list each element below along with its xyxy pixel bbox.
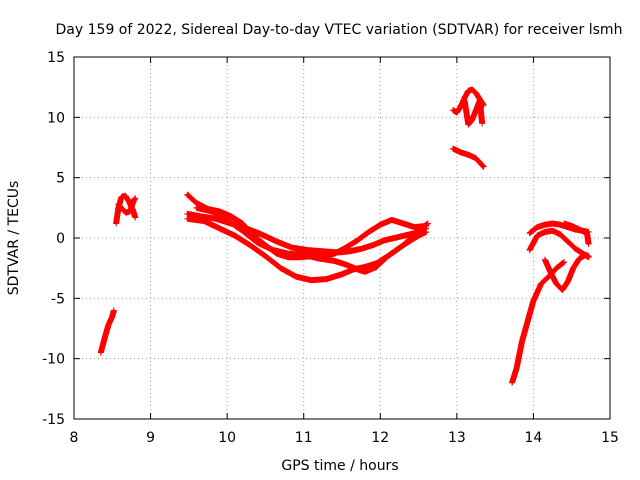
y-tick-label: -5 [51, 291, 65, 307]
x-tick-label: 9 [146, 430, 155, 446]
y-tick-label: 10 [47, 110, 65, 126]
series-markers [115, 195, 139, 216]
series-trace-k [509, 259, 568, 386]
series-markers [450, 145, 487, 170]
x-tick-label: 8 [70, 430, 79, 446]
series-trace-i [461, 97, 486, 128]
data-series [97, 86, 592, 386]
x-tick-label: 11 [295, 430, 313, 446]
y-axis-label: SDTVAR / TECUs [6, 181, 22, 296]
series-trace-c [115, 195, 139, 216]
plot-frame [73, 56, 611, 420]
series-markers [193, 204, 431, 275]
y-tick-label: 15 [47, 50, 65, 66]
x-tick-label: 12 [371, 430, 389, 446]
y-tick-label: -15 [42, 412, 65, 428]
series-markers [561, 220, 592, 247]
x-tick-label: 13 [448, 430, 466, 446]
series-markers [461, 97, 486, 128]
grid-lines [74, 57, 610, 419]
x-tick-label: 14 [525, 430, 543, 446]
y-tick-label: -10 [42, 352, 65, 368]
series-markers [97, 307, 117, 356]
x-axis-label: GPS time / hours [281, 458, 398, 474]
series-trace-n [541, 251, 592, 293]
axis-ticks: 8 9 10 11 12 13 14 15 15 10 5 0 -5 -10 -15 [42, 50, 619, 446]
series-trace-a [97, 307, 117, 356]
series-markers [541, 251, 592, 293]
y-tick-label: 5 [56, 171, 65, 187]
x-tick-label: 10 [218, 430, 236, 446]
y-tick-label: 0 [56, 231, 65, 247]
series-markers [526, 227, 592, 261]
chart-title: Day 159 of 2022, Sidereal Day-to-day VTE… [56, 22, 623, 38]
series-trace-g [193, 204, 431, 275]
series-trace-o [561, 220, 592, 247]
series-trace-j [450, 145, 487, 170]
x-tick-label: 15 [601, 430, 619, 446]
series-trace-m [526, 227, 592, 261]
series-markers [509, 259, 568, 386]
